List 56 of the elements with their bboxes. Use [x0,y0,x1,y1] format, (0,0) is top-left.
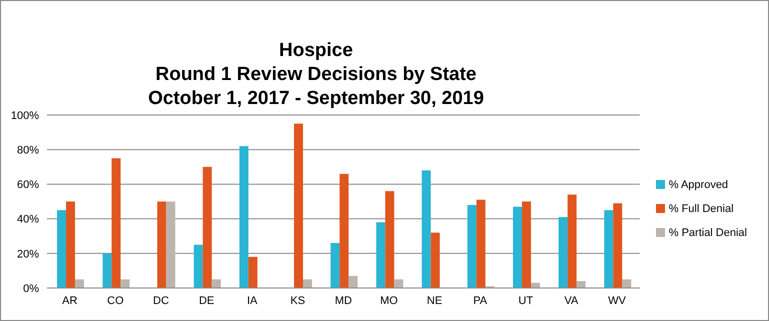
bar [604,210,614,288]
y-tick-label: 80% [16,144,40,157]
y-tick-label: 20% [16,248,40,260]
bar [102,253,112,288]
bar [303,279,312,288]
x-tick-label: MD [334,294,352,307]
bar [467,204,476,288]
legend-label: % Approved [668,178,728,190]
bar [613,203,622,288]
bar [294,124,304,288]
y-tick-label: 60% [16,179,40,192]
bar [385,191,394,288]
bar [558,217,568,288]
bar [340,174,349,288]
bar [476,200,486,288]
x-tick-label: PA [473,294,488,307]
bar [112,158,121,288]
bar [212,279,221,288]
x-tick-label: CO [107,294,124,307]
x-tick-label: KS [290,294,306,307]
x-tick-label: IA [246,294,258,307]
bar [57,210,66,288]
bar [194,244,203,288]
bar [422,170,431,288]
bar [157,202,166,288]
x-tick-label: WV [608,294,626,307]
x-tick-label: MO [380,294,398,307]
y-tick-label: 100% [10,110,40,122]
x-tick-label: DC [153,294,169,307]
legend-label: % Partial Denial [668,226,747,238]
x-tick-label: NE [426,294,442,307]
legend-label: % Full Denial [668,202,734,214]
bar [75,279,84,288]
bar [576,281,586,288]
bar [394,279,404,288]
y-tick-label: 0% [23,282,40,295]
x-tick-label: UT [518,294,534,307]
bar [348,276,358,288]
y-tick-label: 40% [16,214,40,226]
bar [568,194,577,288]
bar [66,202,76,288]
x-tick-label: VA [564,294,579,307]
chart-title: Hospice Round 1 Review Decisions by State October 1, 2017 - September 30, 2019 [147,39,485,111]
bar [202,166,212,288]
bar [430,232,440,288]
bar [622,279,632,288]
bar [248,256,258,288]
bar [512,206,522,288]
bar [166,202,176,288]
bar [522,202,531,288]
bar [376,222,386,288]
bar [239,146,248,288]
x-tick-label: DE [198,294,214,307]
x-tick-label: AR [62,294,78,307]
bar [330,243,340,288]
bar [120,279,130,288]
